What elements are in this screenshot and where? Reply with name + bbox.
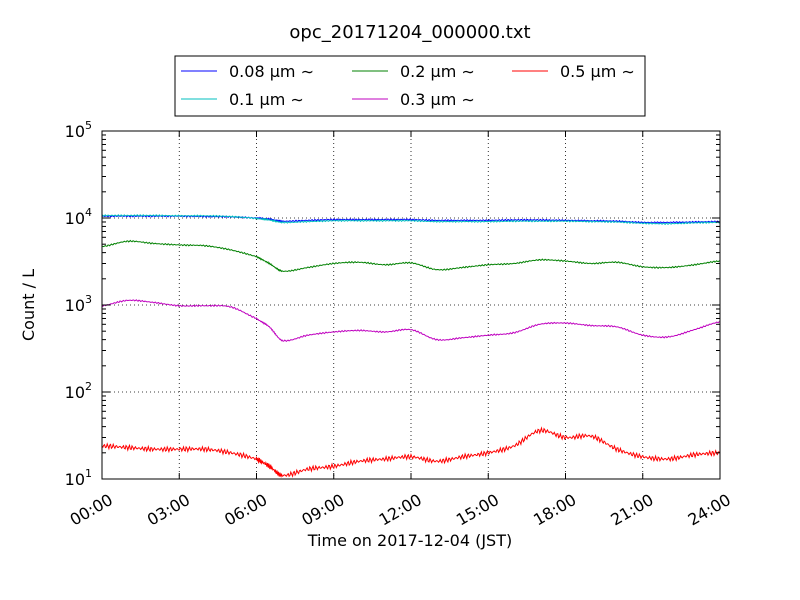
y-tick-label: 103 [65, 293, 92, 315]
y-tick-label: 101 [65, 467, 92, 489]
chart-title: opc_20171204_000000.txt [289, 22, 530, 43]
legend-entry: 0.2 μm ∼ [400, 62, 475, 81]
grid [102, 131, 720, 479]
legend-entry: 0.3 μm ∼ [400, 90, 475, 109]
y-tick-labels: 101 102 103 104 105 [65, 119, 92, 489]
x-axis-label: Time on 2017-12-04 (JST) [307, 531, 512, 550]
series-line [101, 239, 721, 273]
series-line [101, 299, 721, 343]
legend: 0.08 μm ∼ 0.1 μm ∼ 0.2 μm ∼ 0.3 μm ∼ 0.5 μm … [174, 55, 646, 117]
y-tick-label: 104 [65, 206, 92, 228]
ticks [101, 130, 721, 480]
y-tick-label: 102 [65, 380, 92, 402]
legend-box [174, 55, 646, 117]
legend-entry: 0.5 μm ∼ [560, 62, 635, 81]
y-axis-label: Count / L [19, 269, 38, 341]
series-line [101, 214, 721, 226]
y-tick-label: 105 [65, 119, 92, 141]
legend-entry: 0.1 μm ∼ [229, 90, 304, 109]
legend-entry: 0.08 μm ∼ [229, 62, 314, 81]
series-lines [101, 214, 721, 478]
series-line [101, 426, 721, 478]
